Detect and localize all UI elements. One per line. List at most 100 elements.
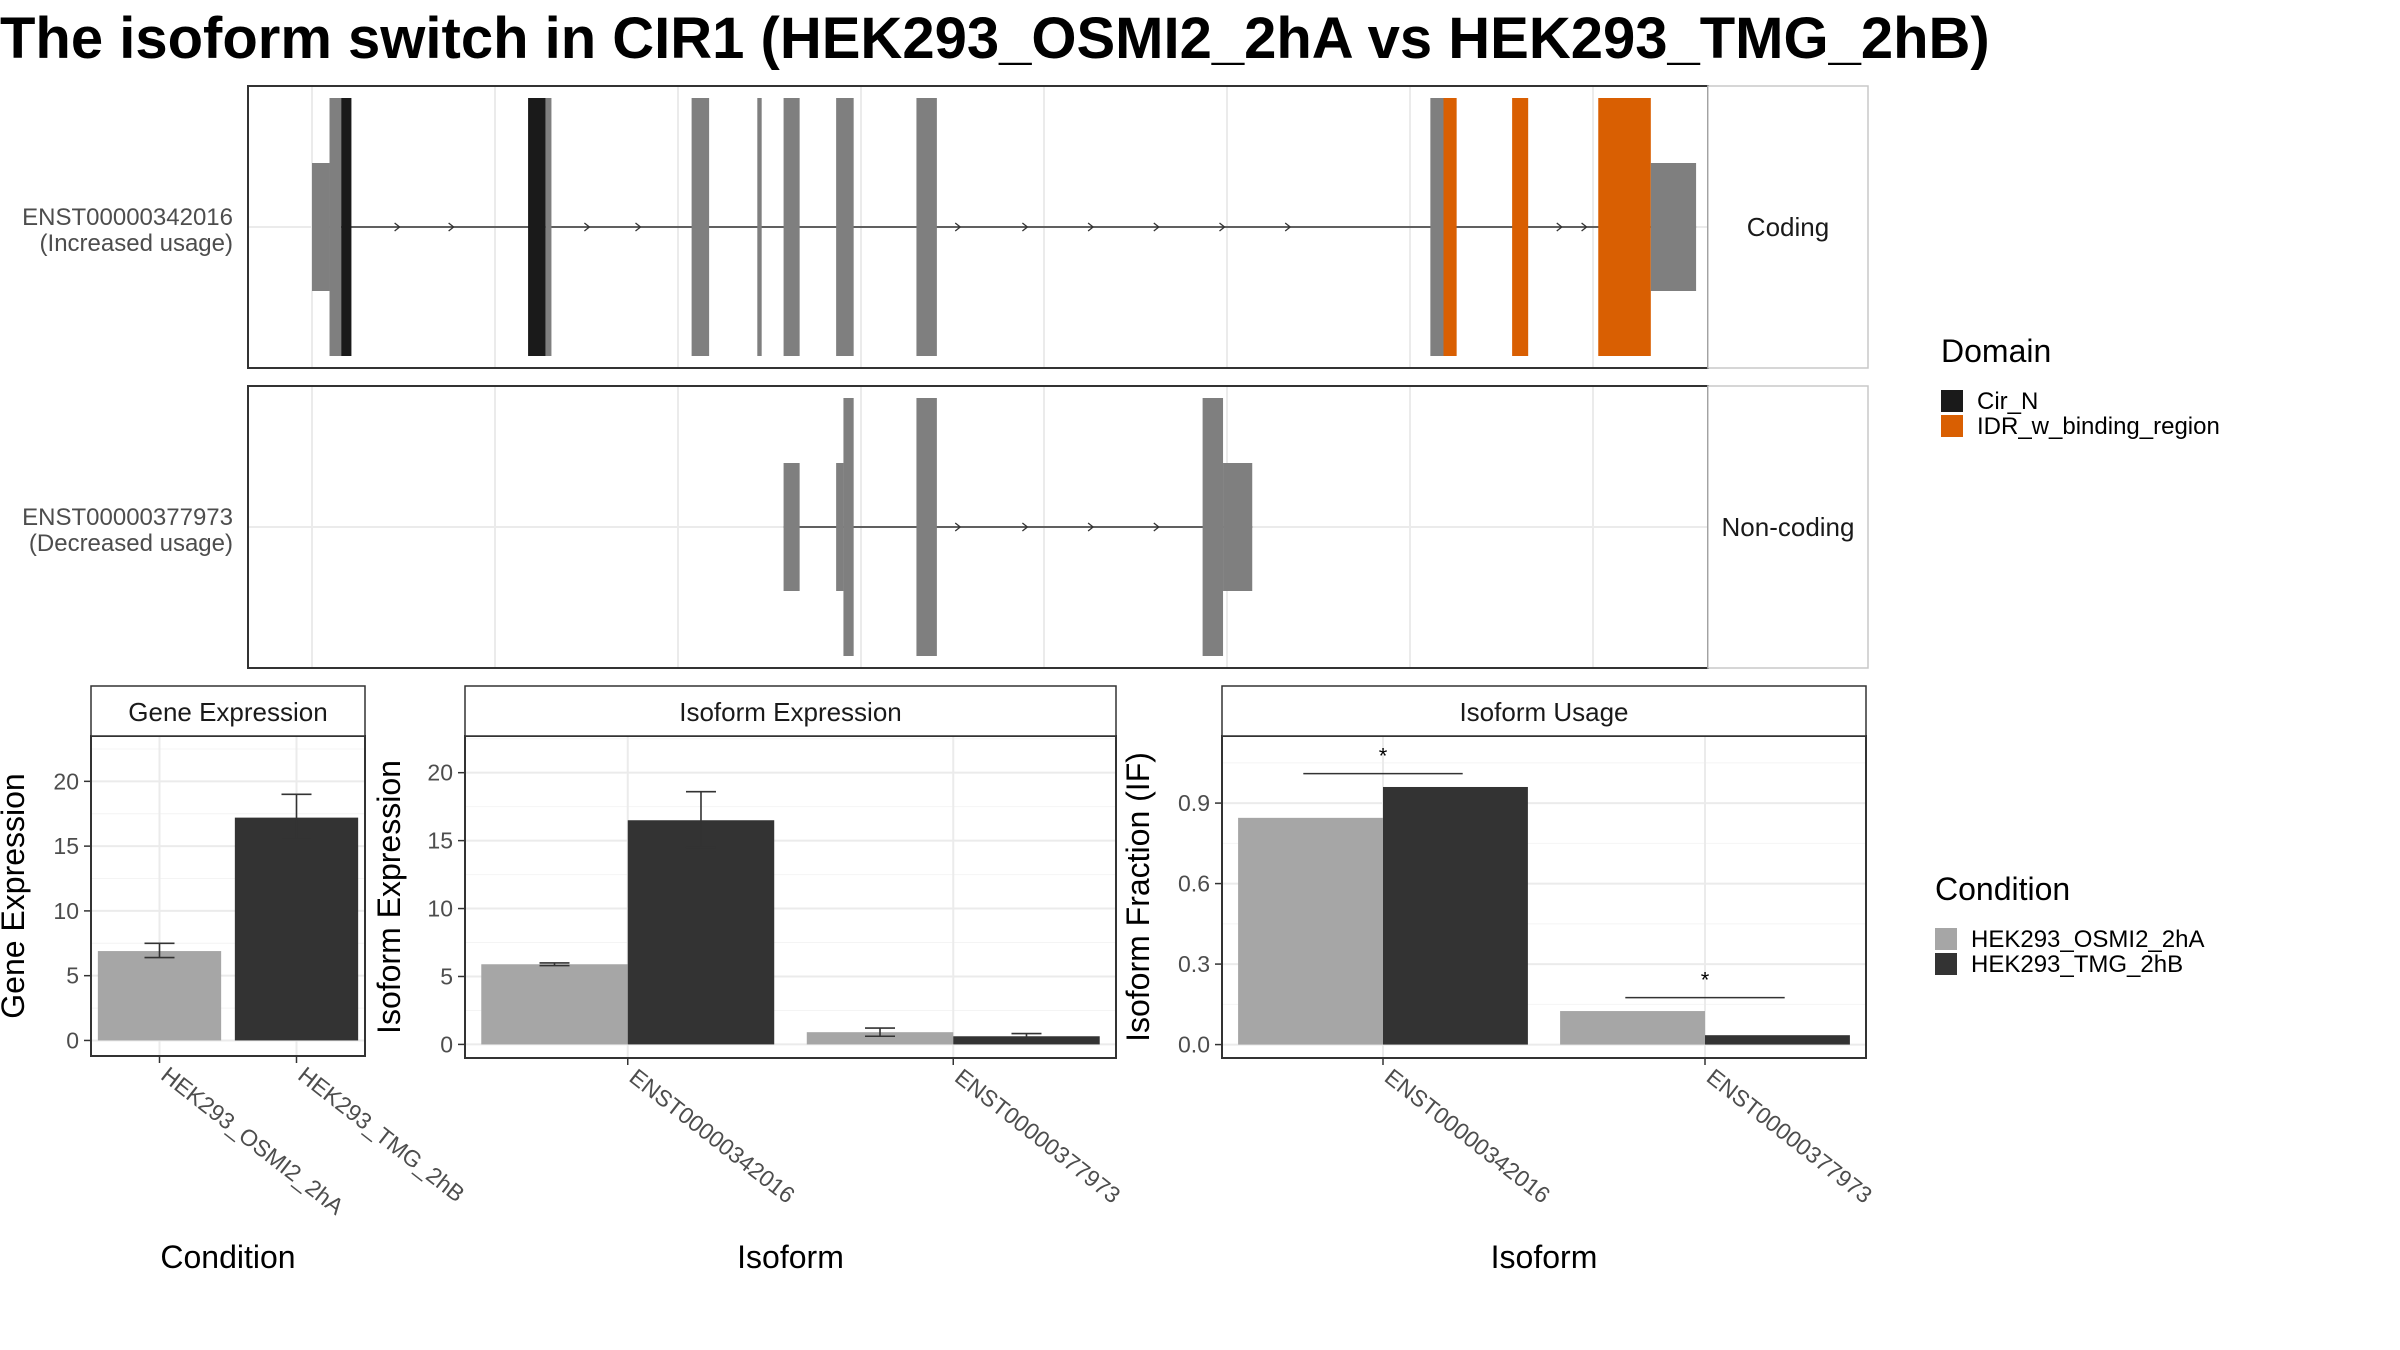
y-tick-label: 10 (427, 896, 453, 922)
y-tick-label: 0.9 (1178, 790, 1210, 816)
y-tick-label: 5 (440, 963, 453, 989)
legend-label: IDR_w_binding_region (1977, 413, 2220, 440)
legend-swatch (1941, 415, 1963, 437)
domain-exon (528, 98, 546, 356)
exon (836, 98, 854, 356)
direction-arrow (1021, 522, 1029, 532)
direction-arrow (1581, 222, 1588, 232)
direction-arrow (1219, 222, 1226, 232)
exon (329, 98, 342, 356)
y-tick-label: 0 (66, 1027, 79, 1053)
facet-strip (1707, 385, 1869, 669)
direction-arrow (954, 222, 962, 232)
direction-arrow (635, 222, 642, 232)
direction-arrow (448, 222, 455, 232)
exon (836, 463, 844, 591)
direction-arrow (1087, 222, 1095, 232)
y-tick-label: 0.3 (1178, 951, 1210, 977)
y-tick-label: 5 (66, 963, 79, 989)
chart-title: Isoform Expression (679, 697, 902, 727)
bar (806, 1032, 954, 1045)
exon (783, 98, 800, 356)
direction-arrow (1556, 222, 1563, 232)
exon (1223, 463, 1253, 591)
exon (843, 398, 854, 656)
chart-strip (1221, 685, 1867, 737)
y-tick-label: 0.0 (1178, 1032, 1210, 1058)
legend-label: Cir_N (1977, 388, 2038, 415)
y-axis-title: Gene Expression (0, 773, 31, 1018)
exon (1202, 398, 1224, 656)
direction-arrow (1087, 522, 1095, 532)
facet-strip (1707, 85, 1869, 369)
exon (757, 98, 762, 356)
chart-strip (464, 685, 1117, 737)
direction-arrow (1284, 222, 1292, 232)
direction-arrow (583, 222, 591, 232)
y-tick-label: 0 (440, 1031, 453, 1057)
exon (916, 398, 937, 656)
bar (1560, 1011, 1705, 1045)
bar (97, 951, 222, 1041)
chart-title: Isoform Usage (1459, 697, 1628, 727)
bar (1383, 786, 1528, 1045)
legend-title: Domain (1941, 333, 2051, 369)
transcript-panel-ENST00000377973: Non-coding ENST00000377973(Decreased usag… (22, 385, 1869, 669)
legend-swatch (1935, 953, 1957, 975)
exon (916, 98, 937, 356)
x-axis-title: Isoform (1491, 1239, 1598, 1275)
y-tick-label: 0.6 (1178, 871, 1210, 897)
transcript-panel-ENST00000342016: Coding ENST00000342016(Increased usage) (22, 85, 1869, 369)
y-tick-label: 20 (53, 768, 79, 794)
bar (953, 1036, 1100, 1045)
exon (545, 98, 552, 356)
legend-swatch (1935, 928, 1957, 950)
transcript-id-label: ENST00000377973 (22, 504, 233, 531)
y-axis-title: Isoform Expression (371, 760, 407, 1034)
legend-swatch (1941, 390, 1963, 412)
exon (1650, 163, 1697, 291)
direction-arrow (954, 522, 962, 532)
transcript-usage-label: (Increased usage) (40, 230, 233, 257)
direction-arrow (1153, 222, 1160, 232)
significance-star: * (1379, 744, 1388, 769)
chart-title: Gene Expression (128, 697, 327, 727)
legend-label: HEK293_TMG_2hB (1971, 951, 2183, 978)
legend-label: HEK293_OSMI2_2hA (1971, 926, 2204, 953)
domain-exon (1443, 98, 1457, 356)
exon (783, 463, 800, 591)
y-tick-label: 20 (427, 760, 453, 786)
bar (1238, 817, 1383, 1045)
chart-isoform-usage: 0.00.30.60.9**Isoform UsageENST000003420… (1120, 685, 1877, 1275)
y-tick-label: 15 (53, 833, 79, 859)
bar (627, 820, 775, 1045)
y-axis-title: Isoform Fraction (IF) (1120, 752, 1156, 1042)
significance-star: * (1701, 968, 1710, 993)
bar (481, 964, 628, 1045)
domain-exon (1598, 98, 1651, 356)
facet-strip-label: Coding (1747, 212, 1829, 242)
domain-exon (341, 98, 352, 356)
bar (234, 817, 359, 1041)
exon (691, 98, 710, 356)
x-axis-title: Condition (160, 1239, 295, 1275)
transcript-structure-panels: Coding ENST00000342016(Increased usage) No… (22, 85, 1869, 669)
direction-arrow (394, 222, 401, 232)
x-axis-title: Isoform (737, 1239, 844, 1275)
direction-arrow (1153, 522, 1160, 532)
facet-strip-label: Non-coding (1722, 512, 1855, 542)
chart-strip (90, 685, 366, 737)
exon (312, 163, 330, 291)
bar (1705, 1035, 1850, 1045)
transcript-id-label: ENST00000342016 (22, 204, 233, 231)
legend-title: Condition (1935, 871, 2070, 907)
y-tick-label: 15 (427, 828, 453, 854)
transcript-usage-label: (Decreased usage) (29, 530, 233, 557)
exon (1430, 98, 1444, 356)
y-tick-label: 10 (53, 898, 79, 924)
